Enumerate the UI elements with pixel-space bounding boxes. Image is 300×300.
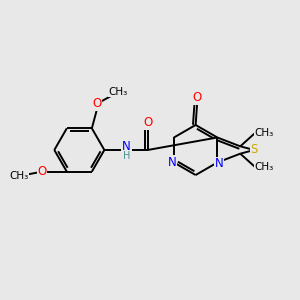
Text: CH₃: CH₃ — [109, 87, 128, 97]
Text: O: O — [193, 92, 202, 104]
Text: O: O — [143, 116, 152, 129]
Text: CH₃: CH₃ — [255, 162, 274, 172]
Text: CH₃: CH₃ — [10, 171, 29, 181]
Text: CH₃: CH₃ — [255, 128, 274, 138]
Text: O: O — [38, 165, 47, 178]
Text: N: N — [214, 158, 223, 170]
Text: N: N — [122, 140, 131, 153]
Text: S: S — [250, 143, 258, 157]
Text: O: O — [92, 97, 102, 110]
Text: H: H — [123, 152, 130, 161]
Text: N: N — [168, 156, 177, 169]
